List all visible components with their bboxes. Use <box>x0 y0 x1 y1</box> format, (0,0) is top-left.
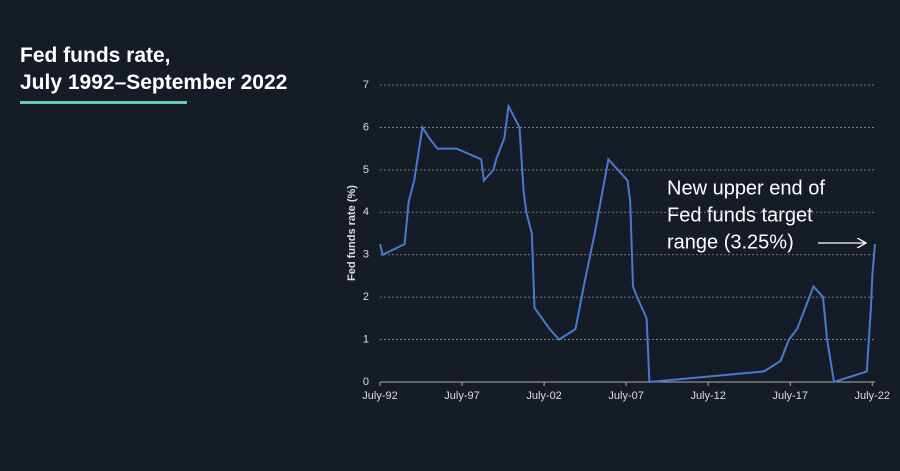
x-tick-label: July-02 <box>526 390 561 402</box>
annotation: Fed funds target <box>667 204 813 226</box>
data-line <box>379 102 876 384</box>
x-tick-label: July-22 <box>855 390 890 402</box>
x-tick-label: July-12 <box>690 390 725 402</box>
y-tick-label: 2 <box>363 291 369 303</box>
x-tick-label: July-07 <box>608 390 643 402</box>
chart-title: Fed funds rate, July 1992–September 2022 <box>20 42 287 96</box>
title-line: July 1992–September 2022 <box>20 71 288 94</box>
x-tick-label: July-97 <box>444 390 479 402</box>
y-tick-label: 4 <box>363 206 369 218</box>
y-tick-label: 3 <box>363 249 369 261</box>
title-line: Fed funds rate, <box>20 44 171 67</box>
annotation: New upper end of <box>667 177 825 199</box>
annotation: range (3.25%) <box>667 231 794 253</box>
y-axis-label: Fed funds rate (%) <box>346 185 358 281</box>
title-underline <box>20 101 187 104</box>
x-tick-label: July-92 <box>362 390 397 402</box>
y-tick-label: 7 <box>363 79 369 91</box>
x-tick-label: July-17 <box>772 390 807 402</box>
y-tick-label: 6 <box>363 121 369 133</box>
y-tick-label: 1 <box>363 333 369 345</box>
y-tick-label: 0 <box>363 376 369 388</box>
y-tick-label: 5 <box>363 164 369 176</box>
